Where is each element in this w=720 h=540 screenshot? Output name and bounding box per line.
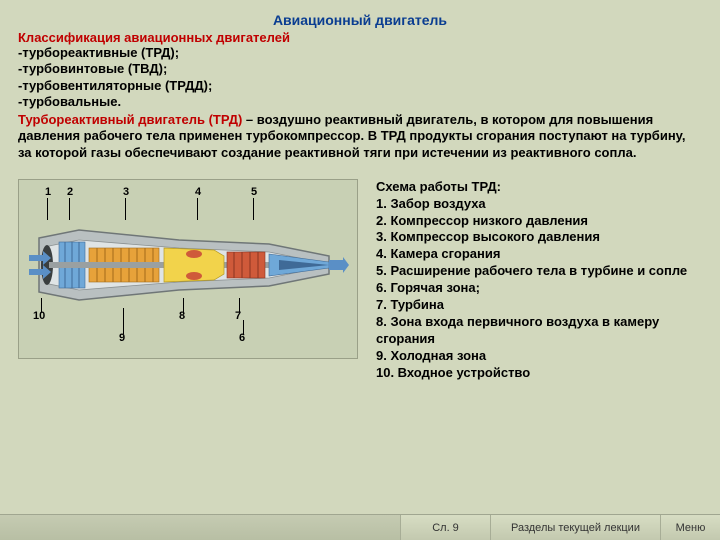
list-item: -турбовентиляторные (ТРДД); (18, 78, 702, 94)
definition-paragraph: Турбореактивный двигатель (ТРД) – воздуш… (18, 112, 702, 161)
legend-item: 2. Компрессор низкого давления (376, 213, 702, 230)
engine-diagram: 1 2 3 4 5 10 8 7 9 6 (18, 179, 358, 359)
legend-item: 6. Горячая зона; (376, 280, 702, 297)
legend: Схема работы ТРД: 1. Забор воздуха 2. Ко… (376, 179, 702, 382)
sections-button[interactable]: Разделы текущей лекции (490, 515, 660, 540)
legend-item: 7. Турбина (376, 297, 702, 314)
list-item: -турбовальные. (18, 94, 702, 110)
page-title: Авиационный двигатель (18, 12, 702, 28)
legend-item: 9. Холодная зона (376, 348, 702, 365)
legend-item: 8. Зона входа первичного воздуха в камер… (376, 314, 702, 348)
diagram-label-10: 10 (33, 310, 45, 322)
slide-number-button[interactable]: Сл. 9 (400, 515, 490, 540)
diagram-label-4: 4 (195, 186, 201, 198)
diagram-label-5: 5 (251, 186, 257, 198)
diagram-label-1: 1 (45, 186, 51, 198)
list-item: -турбореактивные (ТРД); (18, 45, 702, 61)
footer-bar: Сл. 9 Разделы текущей лекции Меню (0, 514, 720, 540)
legend-item: 10. Входное устройство (376, 365, 702, 382)
engine-svg (29, 220, 349, 310)
classification-list: -турбореактивные (ТРД); -турбовинтовые (… (18, 45, 702, 110)
list-item: -турбовинтовые (ТВД); (18, 61, 702, 77)
legend-item: 4. Камера сгорания (376, 246, 702, 263)
diagram-label-2: 2 (67, 186, 73, 198)
menu-button[interactable]: Меню (660, 515, 720, 540)
legend-header: Схема работы ТРД: (376, 179, 702, 196)
classification-header: Классификация авиационных двигателей (18, 30, 702, 45)
legend-item: 5. Расширение рабочего тела в турбине и … (376, 263, 702, 280)
diagram-label-3: 3 (123, 186, 129, 198)
legend-item: 3. Компрессор высокого давления (376, 229, 702, 246)
legend-item: 1. Забор воздуха (376, 196, 702, 213)
definition-lead: Турбореактивный двигатель (ТРД) (18, 112, 242, 127)
